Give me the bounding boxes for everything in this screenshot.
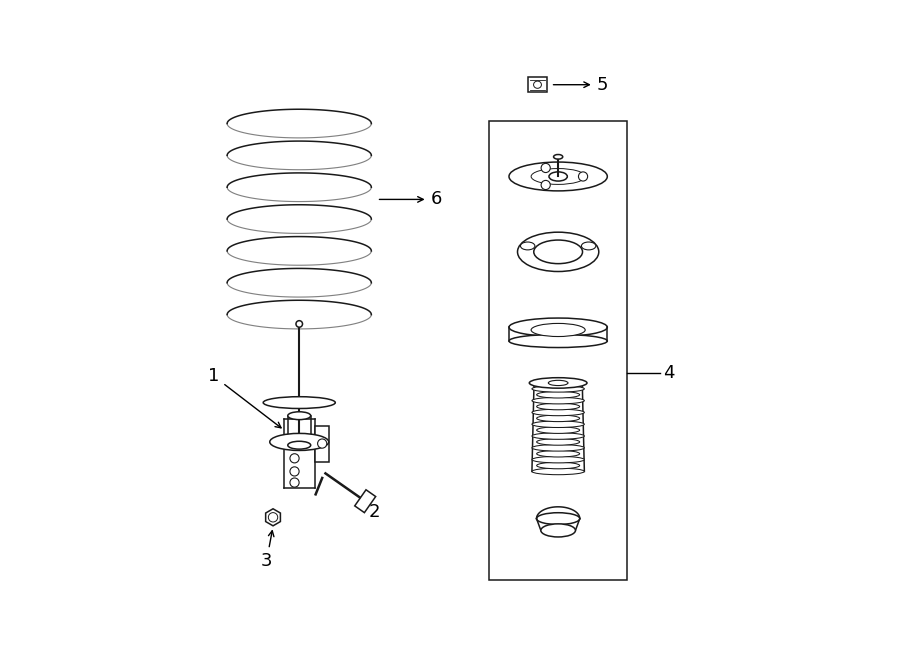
Bar (288, 416, 310, 446)
Ellipse shape (536, 403, 580, 410)
Circle shape (579, 172, 588, 181)
Ellipse shape (270, 434, 328, 450)
Ellipse shape (534, 81, 542, 89)
Circle shape (541, 163, 550, 173)
Ellipse shape (532, 421, 584, 428)
Circle shape (296, 321, 302, 327)
Text: 2: 2 (364, 502, 381, 521)
Ellipse shape (534, 240, 582, 264)
Ellipse shape (532, 409, 584, 416)
Ellipse shape (536, 391, 580, 398)
Ellipse shape (288, 412, 310, 420)
Ellipse shape (536, 450, 580, 457)
Ellipse shape (509, 318, 608, 336)
Ellipse shape (532, 433, 584, 440)
Ellipse shape (509, 162, 608, 191)
Circle shape (290, 467, 299, 476)
Circle shape (318, 439, 327, 448)
Ellipse shape (549, 172, 567, 181)
Ellipse shape (532, 456, 584, 463)
Ellipse shape (536, 427, 580, 434)
Text: 3: 3 (261, 531, 274, 570)
Polygon shape (355, 490, 375, 513)
Bar (527, 77, 547, 92)
Text: 5: 5 (554, 76, 608, 94)
Ellipse shape (518, 232, 599, 272)
Ellipse shape (581, 242, 596, 250)
Ellipse shape (529, 377, 587, 388)
Polygon shape (266, 509, 281, 525)
Bar (490, 121, 627, 580)
Circle shape (290, 453, 299, 463)
Ellipse shape (532, 385, 584, 392)
Bar (315, 426, 329, 461)
Ellipse shape (536, 439, 580, 446)
Text: 6: 6 (380, 190, 442, 208)
Text: 4: 4 (663, 364, 674, 382)
Ellipse shape (536, 379, 580, 386)
Ellipse shape (532, 445, 584, 451)
Text: 1: 1 (209, 368, 281, 428)
Ellipse shape (531, 169, 585, 184)
Ellipse shape (541, 524, 575, 537)
Ellipse shape (263, 397, 336, 408)
Circle shape (290, 478, 299, 487)
Ellipse shape (520, 242, 535, 250)
Ellipse shape (288, 442, 310, 449)
Ellipse shape (531, 323, 585, 336)
Ellipse shape (509, 334, 608, 348)
Ellipse shape (548, 380, 568, 385)
Ellipse shape (536, 415, 580, 422)
Ellipse shape (554, 155, 562, 159)
Ellipse shape (532, 397, 584, 404)
Circle shape (541, 180, 550, 190)
Ellipse shape (536, 513, 580, 525)
Ellipse shape (532, 468, 584, 475)
Ellipse shape (536, 462, 580, 469)
